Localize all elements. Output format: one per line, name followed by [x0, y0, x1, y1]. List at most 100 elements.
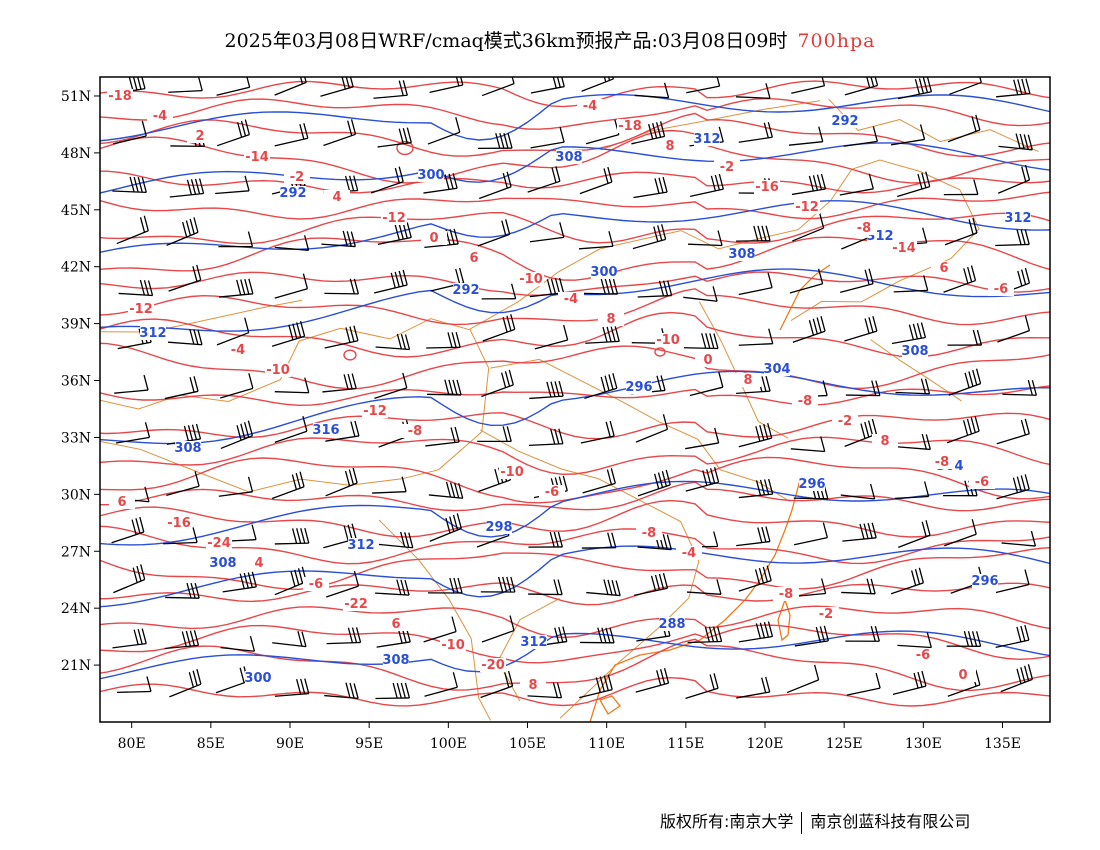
wind-barb — [216, 119, 250, 147]
wind-barb — [736, 676, 771, 699]
contour-label: 300 — [590, 265, 617, 280]
wind-barb — [528, 428, 564, 446]
wind-barb — [738, 328, 774, 346]
lon-tick-label: 115E — [667, 736, 704, 752]
geopotential-contour — [100, 200, 1050, 254]
boundary-line — [378, 519, 491, 721]
contour-label: 300 — [244, 671, 271, 686]
wind-barb — [632, 224, 667, 250]
temperature-loop — [396, 140, 414, 156]
contour-label: -12 — [795, 200, 819, 215]
wind-barb — [528, 579, 563, 596]
wind-barb — [943, 179, 979, 196]
wind-barb — [373, 80, 408, 99]
contour-label: 0 — [703, 353, 712, 368]
contour-label: 312 — [347, 538, 374, 553]
temperature-contour — [100, 97, 1050, 130]
wind-barb — [274, 235, 310, 251]
wind-barb — [168, 328, 203, 346]
wind-barb — [326, 570, 360, 598]
contour-label: 312 — [139, 326, 166, 341]
wind-barb — [635, 667, 670, 693]
wind-barb — [738, 478, 774, 499]
wind-barb — [112, 628, 147, 649]
wind-barb — [481, 615, 515, 643]
wind-barb — [168, 264, 202, 292]
contour-label: 296 — [798, 477, 825, 492]
latitude-axis: 51N 48N 45N 42N 39N 36N 33N 30N 27N 24N 21N — [61, 89, 100, 674]
contour-label: -2 — [290, 170, 304, 185]
wind-barb — [845, 626, 880, 642]
temperature-contours — [100, 80, 1050, 707]
contour-label: 8 — [606, 312, 615, 327]
contour-label: 2 — [195, 129, 204, 144]
wind-barb — [946, 416, 980, 444]
lon-tick-label: 80E — [118, 736, 146, 752]
wind-barb — [790, 436, 826, 453]
wind-barb — [844, 77, 879, 96]
wind-barb — [580, 627, 615, 644]
wind-barb — [845, 380, 881, 397]
wind-barb — [220, 420, 254, 450]
lon-tick-label: 125E — [826, 736, 863, 752]
wind-barb — [892, 670, 927, 695]
hainan-coast — [599, 695, 621, 715]
wind-barb — [998, 133, 1033, 151]
wind-barb — [274, 123, 309, 147]
wind-barb — [164, 630, 200, 650]
longitude-axis: 80E 85E 90E 95E 100E 105E 110E 115E 120E 125E 130E… — [118, 722, 1021, 752]
wind-barb — [738, 122, 773, 143]
contour-label: -4 — [564, 292, 578, 307]
company-name: 南京创蓝科技有限公司 — [810, 812, 971, 831]
wind-barb — [324, 278, 360, 295]
footer: 版权所有:南京大学 南京创蓝科技有限公司 — [660, 808, 970, 834]
wind-barb — [166, 217, 199, 246]
wind-barb — [377, 127, 412, 148]
wind-barb — [423, 173, 458, 194]
wind-barb — [423, 616, 457, 643]
geopotential-contour — [100, 545, 1050, 608]
wind-barb — [997, 164, 1031, 194]
wind-barbs — [111, 77, 1038, 700]
wind-barb — [793, 522, 828, 546]
wind-barb — [530, 126, 565, 149]
contour-label: -10 — [656, 333, 680, 348]
wind-barb — [788, 126, 824, 146]
wind-barb — [891, 322, 927, 345]
geopotential-contour — [100, 480, 1050, 546]
wind-barb — [791, 173, 827, 196]
wind-barb — [165, 582, 200, 599]
wind-barb — [944, 217, 978, 246]
wind-barb — [163, 527, 198, 545]
wind-barb — [1000, 664, 1034, 693]
wind-barb — [481, 283, 517, 300]
contour-label: -6 — [545, 485, 559, 500]
wind-barb — [530, 77, 565, 94]
contour-label: -16 — [167, 516, 191, 531]
contour-label: -20 — [481, 658, 505, 673]
wind-barb — [271, 471, 305, 500]
contour-label: -10 — [500, 465, 524, 480]
wind-barb — [995, 229, 1030, 247]
contour-label: -6 — [994, 282, 1008, 297]
contour-label: -14 — [892, 241, 916, 256]
wind-barb — [325, 420, 360, 442]
contour-label: -4 — [583, 99, 597, 114]
wind-barb — [115, 422, 151, 444]
wind-barb — [895, 378, 931, 395]
contour-label: -2 — [819, 607, 833, 622]
wind-barb — [481, 369, 514, 398]
pressure-level: 700hpa — [797, 30, 876, 52]
wind-barb — [274, 527, 310, 545]
wind-barb — [116, 676, 152, 694]
wind-barb — [736, 225, 771, 242]
wind-barb — [685, 467, 720, 492]
wind-barb — [480, 670, 514, 699]
wind-barb — [169, 178, 205, 198]
contour-label: 6 — [391, 617, 400, 632]
wind-barb — [427, 379, 462, 396]
wind-barb — [477, 219, 511, 247]
wind-barb — [890, 124, 926, 146]
wind-barb — [326, 627, 362, 645]
wind-barb — [220, 373, 254, 399]
